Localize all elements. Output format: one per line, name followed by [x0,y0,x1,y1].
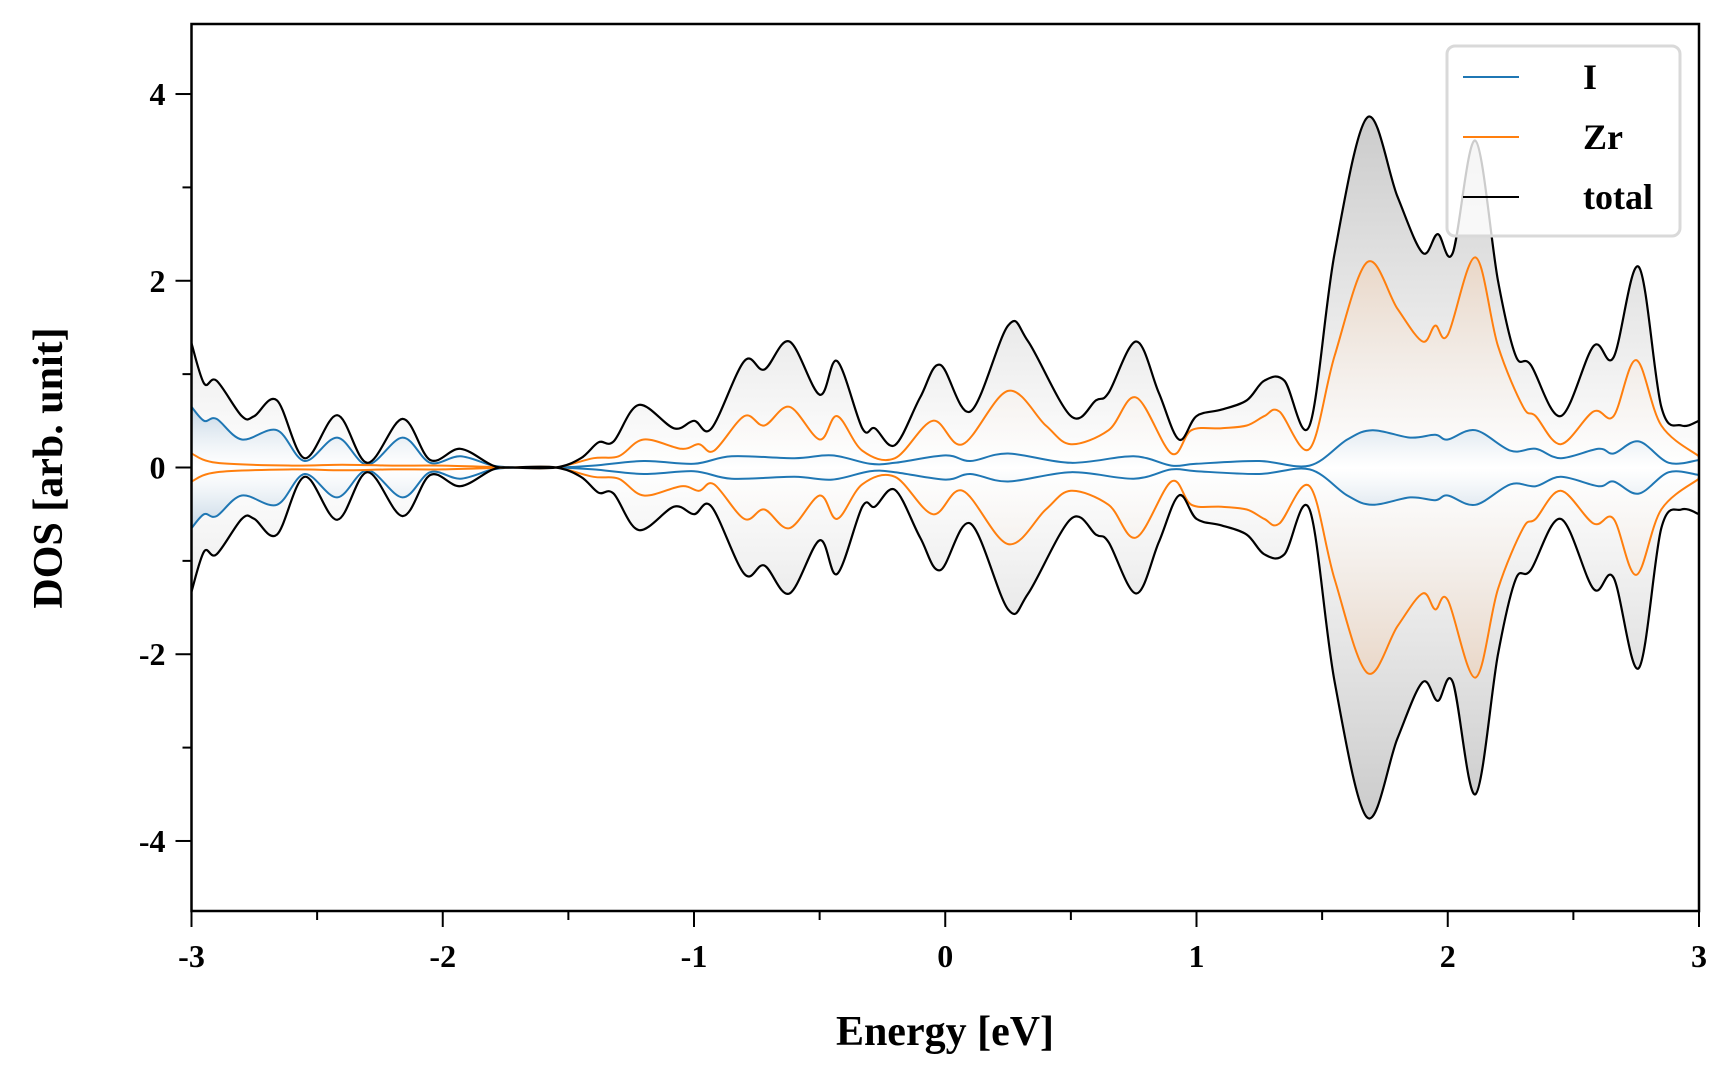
x-tick-label: 3 [1691,938,1707,974]
legend-label-i: I [1583,57,1597,97]
legend-label-total: total [1583,177,1653,217]
x-tick-label: 1 [1189,938,1205,974]
x-tick-label: -2 [429,938,456,974]
y-tick-label: -4 [139,823,166,859]
y-axis-label: DOS [arb. unit] [26,327,72,608]
line-zr-down [191,465,1700,679]
x-tick-label: -3 [178,938,205,974]
x-tick-label: -1 [681,938,708,974]
line-i-down [190,466,1700,529]
x-axis-label: Energy [eV] [836,1009,1054,1055]
fill-i [191,406,1699,529]
y-tick-label: 2 [150,263,166,299]
x-tick-label: 0 [937,938,953,974]
x-tick-label: 2 [1440,938,1456,974]
y-tick-label: 4 [150,76,166,112]
y-tick-label: -2 [139,636,166,672]
legend-label-zr: Zr [1583,117,1623,157]
legend-box [1445,44,1682,238]
line-zr-up [191,256,1700,470]
line-total-down [190,465,1700,820]
y-tick-label: 0 [150,450,166,486]
legend: I Zr total [1445,44,1682,238]
line-i-up [190,406,1700,469]
